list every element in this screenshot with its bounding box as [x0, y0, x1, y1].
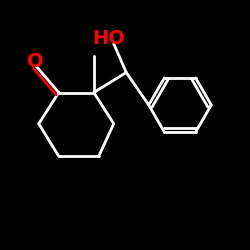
Text: O: O: [27, 52, 43, 71]
Text: HO: HO: [92, 29, 125, 48]
